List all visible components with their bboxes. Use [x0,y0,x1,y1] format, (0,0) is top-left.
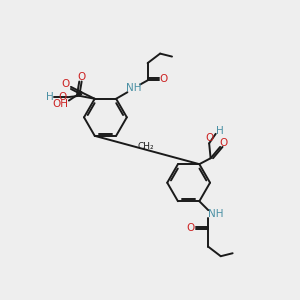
Text: O: O [205,133,213,143]
Text: OH: OH [53,98,69,109]
Text: CH₂: CH₂ [137,142,154,151]
Text: O: O [62,79,70,89]
Text: O: O [186,223,194,233]
Text: O: O [220,138,228,148]
Text: NH: NH [126,83,142,93]
Text: O: O [58,92,66,102]
Text: H: H [46,92,54,102]
Text: NH: NH [208,209,224,219]
Text: O: O [77,72,85,82]
Text: O: O [160,74,168,84]
Text: H: H [216,126,224,136]
